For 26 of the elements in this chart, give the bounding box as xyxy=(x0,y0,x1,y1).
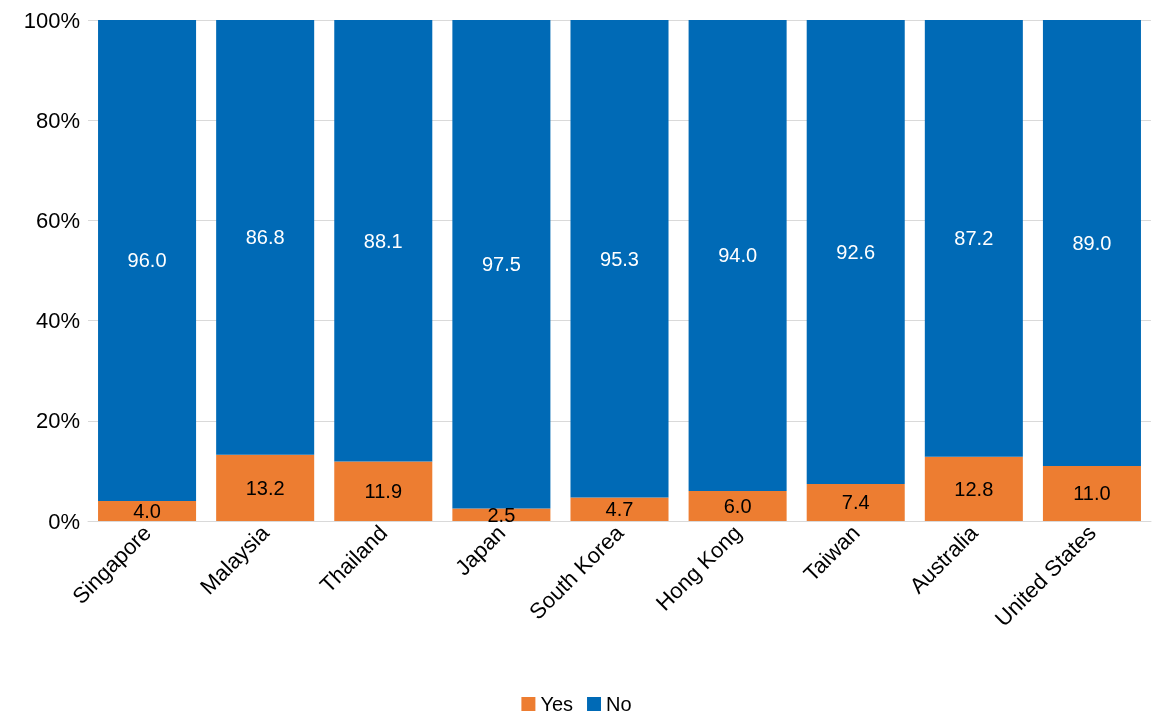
data-label: 88.1 xyxy=(363,229,403,252)
data-label: 13.2 xyxy=(245,476,285,499)
data-label: 12.8 xyxy=(954,477,994,500)
data-label: 11.9 xyxy=(364,480,402,503)
legend-label: No xyxy=(606,693,632,715)
data-label: 97.5 xyxy=(481,253,521,276)
data-label: 89.0 xyxy=(1072,231,1112,254)
data-label: 92.6 xyxy=(836,240,876,263)
legend-label: Yes xyxy=(540,693,574,715)
y-tick-label: 60% xyxy=(35,207,80,233)
y-tick-label: 80% xyxy=(35,107,80,133)
data-label: 87.2 xyxy=(954,227,994,250)
data-label: 7.4 xyxy=(841,491,870,514)
data-label: 95.3 xyxy=(600,247,639,270)
y-tick-label: 0% xyxy=(48,508,80,534)
data-label: 6.0 xyxy=(723,494,752,517)
data-label: 94.0 xyxy=(718,244,758,267)
data-label: 96.0 xyxy=(127,249,167,272)
data-label: 11.0 xyxy=(1073,482,1111,505)
y-tick-label: 100% xyxy=(23,7,80,33)
y-tick-label: 40% xyxy=(35,308,80,334)
data-label: 86.8 xyxy=(245,226,285,249)
y-tick-label: 20% xyxy=(35,408,80,434)
data-label: 4.0 xyxy=(133,499,161,522)
data-label: 4.7 xyxy=(605,498,634,521)
data-label: 2.5 xyxy=(487,503,516,526)
